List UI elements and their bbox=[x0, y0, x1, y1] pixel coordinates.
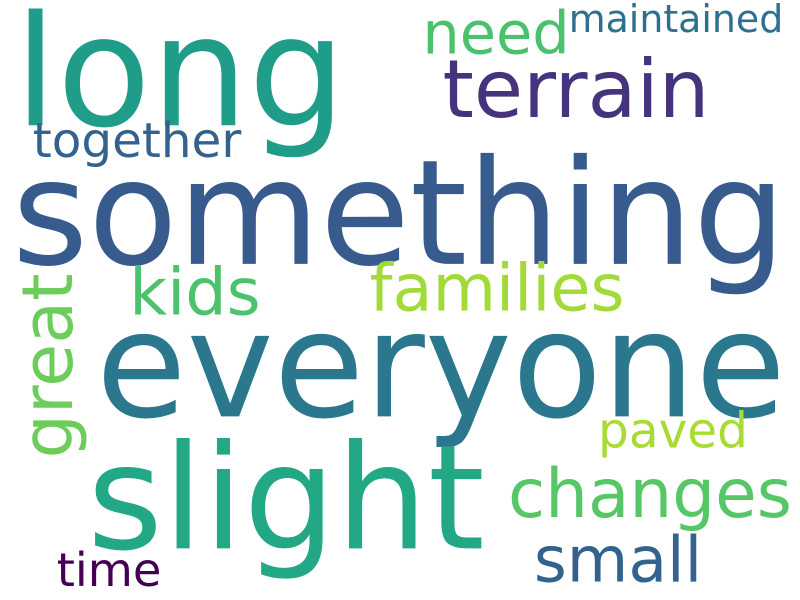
word-paved: paved bbox=[598, 403, 748, 460]
word-small: small bbox=[533, 522, 703, 597]
word-changes: changes bbox=[508, 454, 792, 534]
word-maintained: maintained bbox=[568, 0, 784, 42]
word-great: great bbox=[7, 273, 89, 459]
word-long: long bbox=[14, 0, 346, 163]
word-everyone: everyone bbox=[96, 279, 786, 452]
word-need: need bbox=[422, 0, 570, 68]
word-something: something bbox=[12, 128, 786, 299]
word-slight: slight bbox=[87, 414, 485, 584]
word-together: together bbox=[32, 112, 242, 169]
word-kids: kids bbox=[129, 254, 261, 331]
word-time: time bbox=[56, 542, 162, 597]
word-terrain: terrain bbox=[442, 43, 710, 136]
word-families: families bbox=[369, 250, 625, 327]
